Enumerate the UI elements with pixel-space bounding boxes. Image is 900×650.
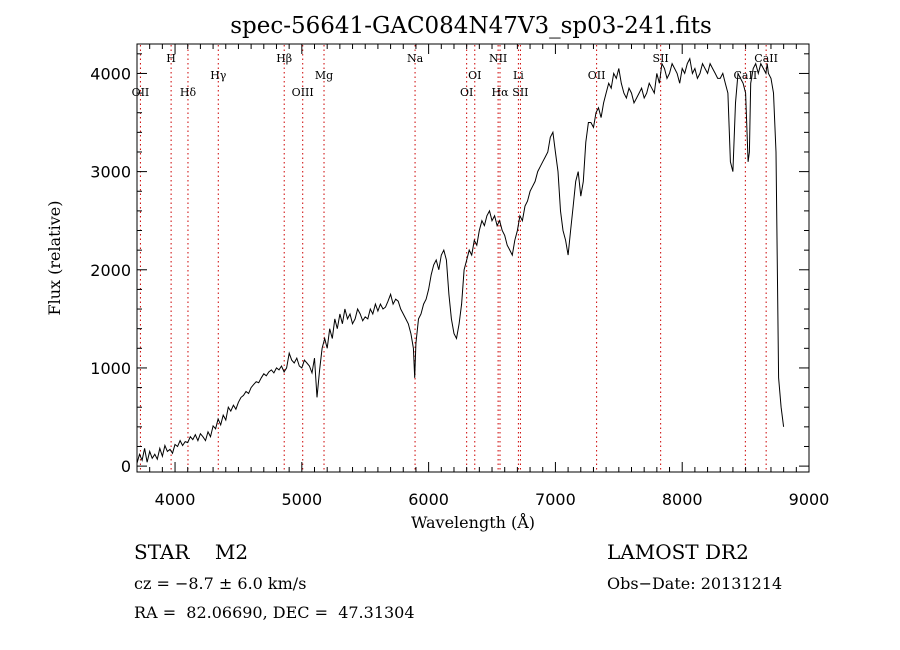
line-label: Mg (315, 69, 333, 82)
line-markers (139, 45, 767, 471)
y-tick-label: 4000 (90, 64, 131, 83)
chart-title: spec-56641-GAC084N47V3_sp03-241.fits (230, 13, 712, 39)
line-label: OII (132, 86, 150, 99)
line-label: Hγ (210, 69, 227, 82)
y-tick-label: 0 (121, 457, 131, 476)
x-axis-label: Wavelength (Å) (411, 512, 535, 532)
line-label: SII (653, 52, 669, 65)
object-class: STAR M2 (134, 540, 249, 564)
y-axis-label: Flux (relative) (45, 201, 64, 316)
x-tick-label: 5000 (281, 490, 322, 509)
axis-ticks: 4000 5000 6000 7000 8000 9000 0 1000 2000 3000 400… (90, 44, 829, 509)
y-tick-label: 1000 (90, 359, 131, 378)
spectrum-line (136, 57, 785, 464)
survey-name: LAMOST DR2 (607, 540, 749, 564)
redshift-info: cz = −8.7 ± 6.0 km/s (134, 574, 307, 593)
coordinates-info: RA = 82.06690, DEC = 47.31304 (134, 603, 415, 622)
line-label: Na (407, 52, 424, 65)
x-tick-label: 4000 (155, 490, 196, 509)
x-tick-label: 7000 (535, 490, 576, 509)
line-label: Hδ (180, 86, 197, 99)
x-tick-label: 6000 (408, 490, 449, 509)
line-label: OII (588, 69, 606, 82)
y-tick-label: 2000 (90, 261, 131, 280)
observation-date: Obs−Date: 20131214 (607, 574, 783, 593)
line-label: OI (468, 69, 481, 82)
line-label: OIII (292, 86, 314, 99)
line-label: Li (513, 69, 524, 82)
line-label: SII (512, 86, 528, 99)
y-tick-label: 3000 (90, 163, 131, 182)
line-label: Hα (491, 86, 509, 99)
line-label: NII (489, 52, 507, 65)
line-label: H (166, 52, 176, 65)
line-label: Hβ (276, 52, 292, 65)
x-tick-label: 9000 (789, 490, 830, 509)
plot-frame (136, 43, 810, 473)
spectrum-chart: spec-56641-GAC084N47V3_sp03-241.fits OII… (45, 13, 829, 532)
line-label: OI (460, 86, 473, 99)
line-label: CaII (754, 52, 778, 65)
x-tick-label: 8000 (662, 490, 703, 509)
